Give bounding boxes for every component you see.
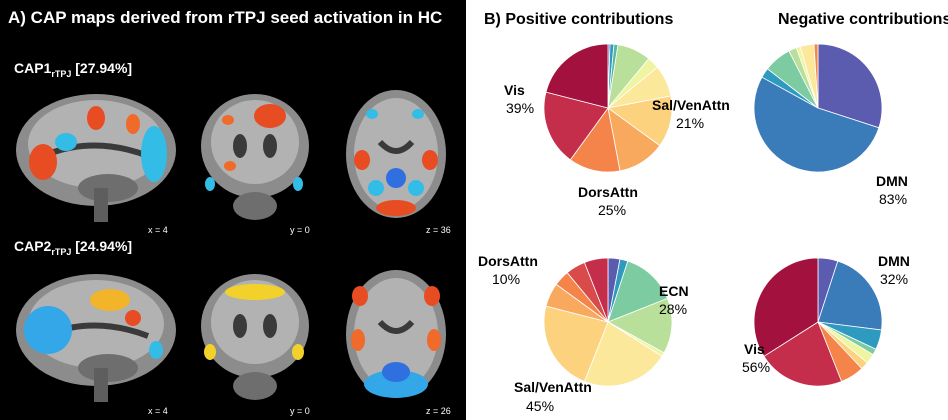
cap2-coronal-slice <box>190 264 320 404</box>
cap2-negative-slice-vis-7 <box>763 321 843 387</box>
cap2-label: CAP2rTPJ [24.94%] <box>14 238 132 257</box>
pie3-label-salvenattn-value: 45% <box>526 398 554 414</box>
cap2-percent: [24.94%] <box>75 238 133 254</box>
cap2-sagittal-slice <box>8 264 186 404</box>
pie1-label-vis-value: 39% <box>506 100 534 116</box>
pie3-label-ecn-value: 28% <box>659 301 687 317</box>
cap1-negative-slice-dmn-1 <box>753 76 880 173</box>
cap1-coord-x: x = 4 <box>148 225 168 235</box>
pie4-label-dmn-value: 32% <box>880 271 908 287</box>
panel-b-contributions: B) Positive contributions Negative contr… <box>466 0 948 420</box>
cap1-percent: [27.94%] <box>75 60 133 76</box>
pie3-label-dorsattn-name: DorsAttn <box>478 253 538 269</box>
cap1-positive-slice-vis-10 <box>545 43 609 109</box>
cap1-negative-pie <box>753 43 883 173</box>
pie3-label-salvenattn-name: Sal/VenAttn <box>514 379 592 395</box>
cap1-negative-slice-dorsattn-7 <box>813 43 819 109</box>
cap1-coord-z: z = 36 <box>426 225 451 235</box>
cap1-positive-pie <box>543 43 673 173</box>
cap1-label: CAP1rTPJ [27.94%] <box>14 60 132 79</box>
cap1-coronal-slice <box>190 84 320 224</box>
pie4-label-vis-value: 56% <box>742 359 770 375</box>
cap2-axial-slice <box>332 264 460 404</box>
positive-contributions-title: B) Positive contributions <box>484 11 674 28</box>
cap1-sagittal-slice <box>8 84 186 224</box>
cap2-sub: rTPJ <box>51 246 72 257</box>
pie2-label-dmn-name: DMN <box>876 173 908 189</box>
negative-contributions-title: Negative contributions <box>778 11 948 28</box>
cap2-positive-slice-salvenattn-6 <box>543 305 609 383</box>
pie1-label-salvenattn-value: 21% <box>676 115 704 131</box>
pie-charts: Vis 39% Sal/VenAttn 21% DorsAttn 25% DMN… <box>478 43 910 414</box>
pie1-label-salvenattn-name: Sal/VenAttn <box>652 97 730 113</box>
panel-a-title: A) CAP maps derived from rTPJ seed activ… <box>8 8 443 27</box>
pie1-label-vis-name: Vis <box>504 82 525 98</box>
cap1-coord-y: y = 0 <box>290 225 310 235</box>
pie1-label-dorsattn-value: 25% <box>598 202 626 218</box>
cap2-coord-y: y = 0 <box>290 406 310 416</box>
cap2-positive-slice-vis-10 <box>583 257 609 323</box>
cap2-negative-slice-vis-8 <box>753 257 819 357</box>
cap2-positive-slice-salvenattn-5 <box>583 321 663 387</box>
cap1-negative-slice-dmn-0 <box>817 43 883 129</box>
pie2-label-dmn-value: 83% <box>879 191 907 207</box>
cap2-negative-pie <box>753 257 883 387</box>
cap2-negative-slice-dmn-1 <box>817 260 883 331</box>
cap2-positive-pie <box>543 257 673 387</box>
cap2-coord-z: z = 26 <box>426 406 451 416</box>
cap2-positive-slice-ecn-3 <box>607 297 673 354</box>
pie3-label-dorsattn-value: 10% <box>492 271 520 287</box>
pie4-label-dmn-name: DMN <box>878 253 910 269</box>
pie1-label-dorsattn-name: DorsAttn <box>578 184 638 200</box>
cap2-coord-x: x = 4 <box>148 406 168 416</box>
cap2-name: CAP2 <box>14 238 52 254</box>
cap1-axial-slice <box>332 84 460 224</box>
cap1-sub: rTPJ <box>51 68 72 79</box>
panel-a-cap-maps: A) CAP maps derived from rTPJ seed activ… <box>0 0 466 420</box>
pie4-label-vis-name: Vis <box>744 341 765 357</box>
cap2-positive-slice-ecn-2 <box>607 260 669 323</box>
pie3-label-ecn-name: ECN <box>659 283 689 299</box>
cap1-name: CAP1 <box>14 60 52 76</box>
cap1-positive-slice-vis-9 <box>543 91 609 161</box>
